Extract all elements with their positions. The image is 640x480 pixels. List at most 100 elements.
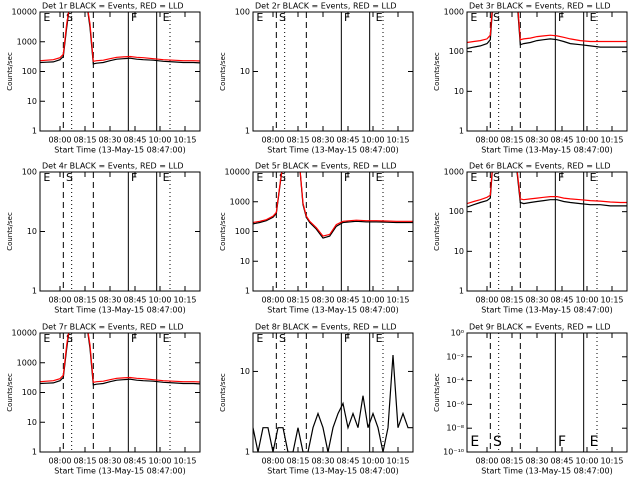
- y-tick-label: 1: [245, 287, 250, 296]
- x-tick-label: 08:00: [261, 136, 284, 145]
- plot-frame: [252, 11, 414, 132]
- y-tick-label: 1000: [17, 37, 37, 46]
- x-tick-label: 10:15: [600, 136, 623, 145]
- y-axis-label: Counts/sec: [6, 52, 14, 91]
- y-tick-label: 10000: [12, 329, 37, 338]
- x-tick-label: 10:15: [386, 457, 409, 466]
- panel-title: Det 2r BLACK = Events, RED = LLD: [255, 2, 397, 11]
- x-tick-label: 08:45: [123, 296, 146, 305]
- x-tick-label: 08:30: [98, 457, 121, 466]
- y-tick-label: 1: [32, 448, 37, 457]
- x-axis-label: Start Time (13-May-15 08:47:00): [54, 306, 185, 315]
- x-tick-label: 10:15: [173, 296, 196, 305]
- x-tick-label: 08:00: [261, 296, 284, 305]
- x-tick-label: 10:00: [575, 457, 598, 466]
- y-tick-label: 1: [245, 127, 250, 136]
- event-label: S: [493, 434, 502, 450]
- y-axis-label: Counts/sec: [6, 212, 14, 251]
- x-axis-label: Start Time (13-May-15 08:47:00): [481, 146, 612, 155]
- x-tick-label: 08:15: [73, 136, 96, 145]
- x-tick-label: 10:00: [148, 136, 171, 145]
- x-tick-label: 10:15: [173, 457, 196, 466]
- series-line: [253, 354, 413, 452]
- panel-title: Det 1r BLACK = Events, RED = LLD: [42, 2, 184, 11]
- x-axis-label: Start Time (13-May-15 08:47:00): [481, 467, 612, 476]
- x-tick-label: 08:30: [98, 136, 121, 145]
- y-axis-label: Counts/sec: [219, 212, 227, 251]
- event-label: E: [376, 11, 383, 24]
- x-tick-label: 10:00: [361, 296, 384, 305]
- y-tick-label: 10: [240, 257, 250, 266]
- event-label: E: [256, 332, 263, 345]
- event-label: E: [590, 11, 597, 24]
- series-line: [40, 333, 200, 384]
- panel: Det 9r BLACK = Events, RED = LLD Counts/s…: [433, 323, 628, 476]
- y-tick-label: 100: [449, 207, 464, 216]
- event-label: E: [470, 11, 477, 24]
- y-tick-label: 100: [235, 8, 250, 17]
- panel: Det 3r BLACK = Events, RED = LLD Counts/s…: [433, 2, 628, 155]
- event-label: S: [493, 11, 500, 24]
- x-tick-label: 08:15: [286, 296, 309, 305]
- x-tick-label: 08:15: [500, 457, 523, 466]
- series-line: [253, 172, 413, 239]
- y-tick-label: 10: [27, 227, 37, 236]
- x-tick-label: 08:45: [550, 296, 573, 305]
- x-axis-label: Start Time (13-May-15 08:47:00): [267, 467, 398, 476]
- x-tick-label: 08:00: [48, 136, 71, 145]
- x-tick-label: 08:00: [261, 457, 284, 466]
- event-label: F: [131, 171, 137, 184]
- x-tick-label: 08:45: [336, 457, 359, 466]
- event-label: F: [344, 332, 350, 345]
- panel-title: Det 8r BLACK = Events, RED = LLD: [255, 323, 397, 332]
- y-tick-label: 10: [454, 87, 464, 96]
- panel-title: Det 7r BLACK = Events, RED = LLD: [42, 323, 184, 332]
- event-label: F: [558, 171, 564, 184]
- y-tick-label: 10: [240, 67, 250, 76]
- panel-title: Det 3r BLACK = Events, RED = LLD: [469, 2, 611, 11]
- plot-frame: [466, 171, 628, 292]
- event-label: E: [256, 171, 263, 184]
- x-tick-label: 08:30: [525, 296, 548, 305]
- x-tick-label: 08:45: [550, 136, 573, 145]
- x-tick-label: 10:15: [386, 296, 409, 305]
- x-tick-label: 08:30: [525, 457, 548, 466]
- y-tick-label: 10⁰: [451, 329, 464, 338]
- event-label: S: [66, 171, 73, 184]
- y-tick-label: 10⁻⁸: [446, 424, 464, 433]
- event-label: E: [163, 171, 170, 184]
- event-label: F: [131, 11, 137, 24]
- y-tick-label: 10: [240, 367, 250, 376]
- event-label: E: [376, 171, 383, 184]
- y-tick-label: 1000: [230, 197, 250, 206]
- y-tick-label: 100: [449, 47, 464, 56]
- x-tick-label: 08:00: [48, 457, 71, 466]
- panel: Det 4r BLACK = Events, RED = LLD Counts/s…: [6, 162, 201, 315]
- y-tick-label: 10⁻²: [446, 352, 464, 361]
- event-label: S: [279, 171, 286, 184]
- event-label: E: [43, 332, 50, 345]
- event-label: F: [344, 171, 350, 184]
- x-tick-label: 08:00: [475, 296, 498, 305]
- event-label: F: [558, 434, 566, 450]
- series-line: [467, 172, 627, 205]
- y-tick-label: 1: [459, 127, 464, 136]
- event-label: E: [470, 171, 477, 184]
- y-tick-label: 1000: [444, 168, 464, 177]
- x-tick-label: 10:15: [386, 136, 409, 145]
- event-label: E: [470, 434, 479, 450]
- y-tick-label: 1: [459, 287, 464, 296]
- event-label: E: [256, 11, 263, 24]
- event-label: E: [590, 434, 599, 450]
- x-tick-label: 08:30: [98, 296, 121, 305]
- event-label: E: [43, 171, 50, 184]
- event-label: E: [163, 11, 170, 24]
- plot-frame: [252, 171, 414, 292]
- plot-frame: [39, 171, 201, 292]
- event-label: S: [493, 171, 500, 184]
- event-label: F: [131, 332, 137, 345]
- x-tick-label: 10:15: [600, 457, 623, 466]
- x-axis-label: Start Time (13-May-15 08:47:00): [481, 306, 612, 315]
- x-tick-label: 08:45: [123, 457, 146, 466]
